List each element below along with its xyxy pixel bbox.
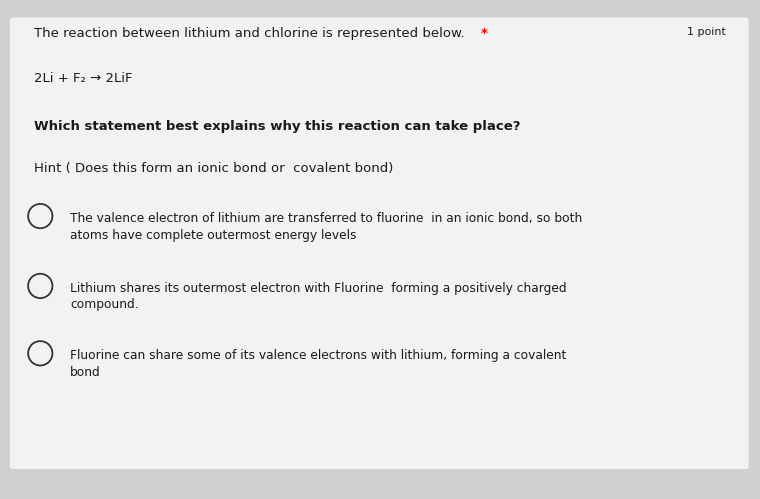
Text: Fluorine can share some of its valence electrons with lithium, forming a covalen: Fluorine can share some of its valence e… <box>70 349 566 379</box>
Text: 1 point: 1 point <box>687 27 726 37</box>
Text: The valence electron of lithium are transferred to fluorine  in an ionic bond, s: The valence electron of lithium are tran… <box>70 212 582 242</box>
Text: 2Li + F₂ → 2LiF: 2Li + F₂ → 2LiF <box>34 72 133 85</box>
Text: Which statement best explains why this reaction can take place?: Which statement best explains why this r… <box>34 120 521 133</box>
Text: Lithium shares its outermost electron with Fluorine  forming a positively charge: Lithium shares its outermost electron wi… <box>70 282 566 311</box>
Text: The reaction between lithium and chlorine is represented below.: The reaction between lithium and chlorin… <box>34 27 465 40</box>
Text: *: * <box>481 27 488 40</box>
Text: Hint ( Does this form an ionic bond or  covalent bond): Hint ( Does this form an ionic bond or c… <box>34 162 394 175</box>
